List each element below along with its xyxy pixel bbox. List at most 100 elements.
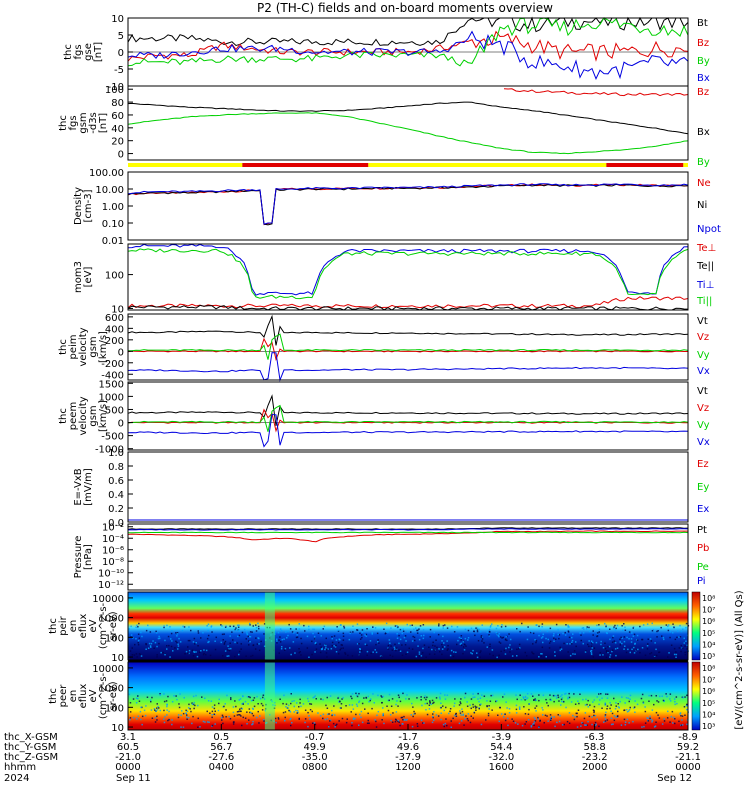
speckle-peer_spectrogram — [197, 704, 199, 707]
speckle-peer_spectrogram — [261, 709, 264, 711]
speckle-peir_spectrogram — [360, 634, 363, 636]
speckle-peer_spectrogram — [663, 720, 666, 722]
legend-fgs_gse-Bt: Bt — [697, 18, 708, 29]
speckle-peir_spectrogram — [655, 648, 657, 651]
speckle-peir_spectrogram — [208, 640, 210, 643]
speckle-peir_spectrogram — [433, 631, 435, 634]
series-fgs_gse-Bz — [127, 30, 689, 62]
speckle-peer_spectrogram — [550, 717, 552, 719]
speckle-peer_spectrogram — [202, 720, 205, 723]
speckle-peer_spectrogram — [383, 722, 385, 725]
speckle-peir_spectrogram — [419, 625, 422, 627]
speckle-peer_spectrogram — [382, 695, 384, 698]
speckle-peir_spectrogram — [187, 646, 189, 648]
speckle-peir_spectrogram — [255, 624, 257, 626]
speckle-peir_spectrogram — [498, 633, 501, 635]
speckle-peer_spectrogram — [433, 719, 435, 721]
speckle-peer_spectrogram — [315, 698, 317, 700]
speckle-peer_spectrogram — [604, 704, 606, 706]
speckle-peir_spectrogram — [599, 651, 601, 654]
speckle-peer_spectrogram — [240, 707, 243, 710]
speckle-peer_spectrogram — [670, 716, 673, 718]
speckle-peer_spectrogram — [568, 696, 571, 699]
speckle-peer_spectrogram — [354, 717, 356, 720]
speckle-peir_spectrogram — [389, 642, 391, 644]
speckle-peir_spectrogram — [164, 653, 166, 656]
speckle-peir_spectrogram — [138, 653, 141, 655]
speckle-peir_spectrogram — [192, 655, 195, 657]
speckle-peer_spectrogram — [525, 721, 528, 723]
xtick-label-y-6: 59.2 — [677, 742, 699, 753]
ylabel-peim_velocity-0: thc — [58, 339, 69, 355]
speckle-peir_spectrogram — [450, 649, 453, 652]
speckle-peer_spectrogram — [518, 706, 521, 708]
speckle-peer_spectrogram — [520, 698, 523, 701]
speckle-peir_spectrogram — [557, 629, 559, 631]
speckle-peer_spectrogram — [576, 726, 579, 728]
speckle-peer_spectrogram — [669, 693, 672, 695]
speckle-peir_spectrogram — [263, 623, 266, 625]
speckle-peer_spectrogram — [416, 723, 419, 725]
speckle-peer_spectrogram — [390, 719, 392, 722]
speckle-peir_spectrogram — [682, 628, 684, 631]
speckle-peer_spectrogram — [154, 717, 157, 719]
speckle-peer_spectrogram — [684, 714, 686, 716]
speckle-peer_spectrogram — [648, 694, 650, 697]
speckle-peir_spectrogram — [389, 654, 391, 656]
speckle-peer_spectrogram — [140, 718, 142, 721]
speckle-peer_spectrogram — [256, 695, 258, 698]
speckle-peir_spectrogram — [331, 637, 333, 640]
speckle-peir_spectrogram — [399, 628, 402, 631]
speckle-peir_spectrogram — [238, 624, 240, 626]
speckle-peer_spectrogram — [403, 715, 405, 718]
speckle-peir_spectrogram — [408, 647, 410, 649]
speckle-peer_spectrogram — [298, 717, 300, 720]
speckle-peir_spectrogram — [495, 627, 498, 630]
speckle-peir_spectrogram — [685, 626, 687, 629]
speckle-peer_spectrogram — [594, 724, 597, 727]
speckle-peer_spectrogram — [307, 697, 309, 700]
speckle-peir_spectrogram — [369, 640, 372, 642]
speckle-peer_spectrogram — [420, 699, 422, 701]
speckle-peer_spectrogram — [129, 718, 131, 721]
speckle-peer_spectrogram — [665, 693, 667, 695]
speckle-peir_spectrogram — [588, 645, 590, 648]
colorbar-tick-peer_spectrogram-3: 10⁵ — [702, 699, 715, 708]
speckle-peer_spectrogram — [680, 715, 682, 717]
speckle-peir_spectrogram — [542, 633, 544, 635]
speckle-peer_spectrogram — [213, 704, 216, 706]
speckle-peer_spectrogram — [175, 695, 177, 697]
speckle-peer_spectrogram — [444, 722, 447, 725]
speckle-peir_spectrogram — [605, 625, 607, 628]
speckle-peer_spectrogram — [578, 702, 580, 705]
legend-peem_velocity-Vy: Vy — [697, 420, 710, 431]
speckle-peer_spectrogram — [275, 721, 277, 724]
speckle-peir_spectrogram — [622, 629, 624, 632]
speckle-peir_spectrogram — [334, 646, 337, 648]
speckle-peer_spectrogram — [332, 722, 335, 725]
speckle-peir_spectrogram — [393, 646, 396, 649]
speckle-peer_spectrogram — [533, 716, 536, 719]
speckle-peir_spectrogram — [613, 640, 616, 642]
speckle-peer_spectrogram — [372, 693, 374, 695]
series-temperature-Te|| — [127, 304, 689, 311]
speckle-peer_spectrogram — [186, 714, 188, 716]
speckle-peir_spectrogram — [314, 651, 316, 653]
speckle-peer_spectrogram — [304, 721, 306, 724]
speckle-peir_spectrogram — [228, 655, 230, 657]
speckle-peer_spectrogram — [242, 702, 244, 704]
speckle-peer_spectrogram — [414, 712, 416, 715]
speckle-peer_spectrogram — [144, 714, 147, 717]
ylabel-peer_spectrogram-6: sr-eV) — [108, 681, 119, 710]
speckle-peer_spectrogram — [240, 715, 242, 717]
speckle-peir_spectrogram — [229, 625, 231, 628]
speckle-peir_spectrogram — [154, 641, 157, 644]
speckle-peir_spectrogram — [249, 624, 251, 626]
speckle-peir_spectrogram — [169, 656, 171, 658]
speckle-peir_spectrogram — [397, 626, 399, 628]
colorbar-tick-peer_spectrogram-4: 10⁴ — [702, 710, 715, 719]
colorbar-tick-peir_spectrogram-4: 10⁴ — [702, 640, 715, 649]
speckle-peir_spectrogram — [680, 650, 682, 653]
speckle-peir_spectrogram — [396, 633, 398, 635]
speckle-peir_spectrogram — [446, 649, 449, 651]
